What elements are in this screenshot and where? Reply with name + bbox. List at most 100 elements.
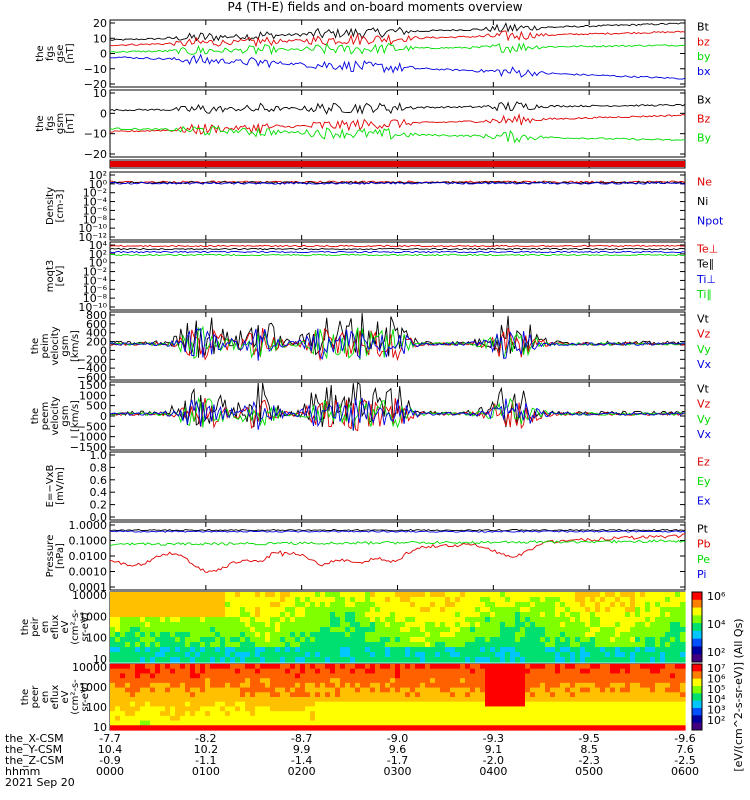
peir-spectrogram-cell — [210, 607, 216, 613]
peer-spectrogram-cell — [275, 678, 281, 684]
peer-spectrogram-cell — [290, 697, 296, 703]
peer-spectrogram-cell — [165, 701, 171, 708]
temperature-ytick: 10⁰ — [89, 257, 108, 270]
peer-spectrogram-cell — [280, 725, 286, 731]
peir-spectrogram-cell — [250, 637, 256, 643]
peer-spectrogram-cell — [245, 682, 251, 689]
peer-spectrogram-cell — [485, 725, 491, 731]
peir-spectrogram-cell — [130, 632, 136, 638]
peer-spectrogram-cell — [490, 706, 496, 712]
peer-spectrogram-cell — [465, 678, 471, 684]
peer-spectrogram-cell — [355, 697, 361, 703]
peer-spectrogram-cell — [615, 715, 621, 722]
peer-spectrogram-ytick: 1000 — [79, 681, 107, 694]
peer-spectrogram-cell — [260, 687, 266, 693]
peer-spectrogram-cell — [210, 692, 216, 698]
peir-spectrogram-cell — [405, 637, 411, 643]
peer-spectrogram-cell — [625, 720, 631, 726]
peir-spectrogram-cell — [330, 632, 336, 638]
peer-spectrogram-cell — [195, 692, 201, 698]
peer-spectrogram-cell — [385, 725, 391, 731]
peir-spectrogram-cell — [620, 642, 626, 648]
peim-velocity-ytick: −400 — [77, 362, 107, 375]
peer-spectrogram-cell — [550, 664, 556, 670]
peir-spectrogram-cell — [650, 602, 656, 608]
peer-spectrogram-cell — [265, 678, 271, 684]
peer-spectrogram-cell — [490, 673, 496, 679]
peer-spectrogram-cell — [195, 664, 201, 670]
peir-spectrogram-cell — [380, 597, 386, 603]
peer-spectrogram-cell — [645, 711, 651, 717]
peer-spectrogram-cell — [330, 664, 336, 670]
peir-spectrogram-cell — [505, 637, 511, 643]
peer-spectrogram-cell — [500, 692, 506, 698]
peir-spectrogram-cell — [430, 647, 436, 653]
peer-spectrogram-cell — [255, 715, 261, 722]
peer-spectrogram-cell — [630, 720, 636, 726]
peer-spectrogram-cell — [545, 682, 551, 689]
peer-spectrogram-cell — [605, 678, 611, 684]
peer-spectrogram-cell — [475, 701, 481, 708]
peer-spectrogram-ytick: 10000 — [72, 661, 107, 674]
peir-spectrogram-cell — [555, 597, 561, 603]
peir-spectrogram-cell — [245, 592, 251, 598]
peer-spectrogram-cell — [375, 720, 381, 726]
peer-spectrogram-cell — [460, 687, 466, 693]
peir-spectrogram-cell — [480, 657, 486, 663]
peer-spectrogram-cell — [680, 664, 686, 670]
peir-spectrogram-cell — [120, 612, 126, 618]
peer-spectrogram-cell — [135, 715, 141, 722]
peer-spectrogram-cell — [160, 668, 166, 675]
peir-spectrogram-cell — [480, 642, 486, 648]
peir-spectrogram-cell — [150, 622, 156, 628]
peir-spectrogram-cell — [165, 642, 171, 648]
peir-spectrogram-cell — [245, 642, 251, 648]
peer-spectrogram-cell — [165, 668, 171, 675]
peir-spectrogram-cell — [605, 642, 611, 648]
peer-spectrogram-cell — [590, 682, 596, 689]
peir-spectrogram-cell — [220, 657, 226, 663]
peir-spectrogram-cell — [275, 617, 281, 623]
peir-spectrogram-cell — [150, 617, 156, 623]
peir-spectrogram-cell — [435, 657, 441, 663]
peer-spectrogram-cell — [675, 720, 681, 726]
peer-spectrogram-cell — [450, 697, 456, 703]
peer-spectrogram-cell — [560, 720, 566, 726]
peir-spectrogram-cell — [205, 622, 211, 628]
peer-spectrogram-cell — [340, 673, 346, 679]
peer-spectrogram-cell — [215, 673, 221, 679]
peir-spectrogram-cell — [615, 597, 621, 603]
peir-spectrogram-cell — [675, 617, 681, 623]
peer-spectrogram-cell — [625, 725, 631, 731]
peer-spectrogram-cell — [585, 687, 591, 693]
peir-spectrogram-cell — [645, 622, 651, 628]
peer-spectrogram-cell — [160, 682, 166, 689]
peer-spectrogram-cell — [340, 692, 346, 698]
peir-spectrogram-cell — [545, 637, 551, 643]
peer-spectrogram-cell — [115, 687, 121, 693]
peer-spectrogram-cell — [470, 668, 476, 675]
peir-spectrogram-cell — [440, 647, 446, 653]
peir-spectrogram-cell — [340, 592, 346, 598]
peer-spectrogram-cell — [505, 678, 511, 684]
peer-spectrogram-cell — [595, 715, 601, 722]
peir-spectrogram-cell — [240, 652, 246, 658]
peer-spectrogram-cell — [215, 678, 221, 684]
peer-spectrogram-cell — [315, 701, 321, 708]
peir-spectrogram-cell — [180, 617, 186, 623]
peir-spectrogram-cell — [565, 602, 571, 608]
peer-spectrogram-cell — [380, 725, 386, 731]
peer-spectrogram-cell — [465, 664, 471, 670]
peir-spectrogram-cell — [500, 657, 506, 663]
peer-spectrogram-cell — [125, 678, 131, 684]
peir-spectrogram-cell — [295, 657, 301, 663]
peir-spectrogram-cell — [680, 622, 686, 628]
peir-spectrogram-cell — [595, 612, 601, 618]
peir-spectrogram-cell — [195, 617, 201, 623]
peer-spectrogram-cell — [205, 664, 211, 670]
peir-spectrogram-cell — [635, 647, 641, 653]
peer-spectrogram-cell — [155, 692, 161, 698]
peir-spectrogram-cell — [530, 622, 536, 628]
peir-spectrogram-cell — [270, 632, 276, 638]
peer-spectrogram-cell — [510, 711, 516, 717]
